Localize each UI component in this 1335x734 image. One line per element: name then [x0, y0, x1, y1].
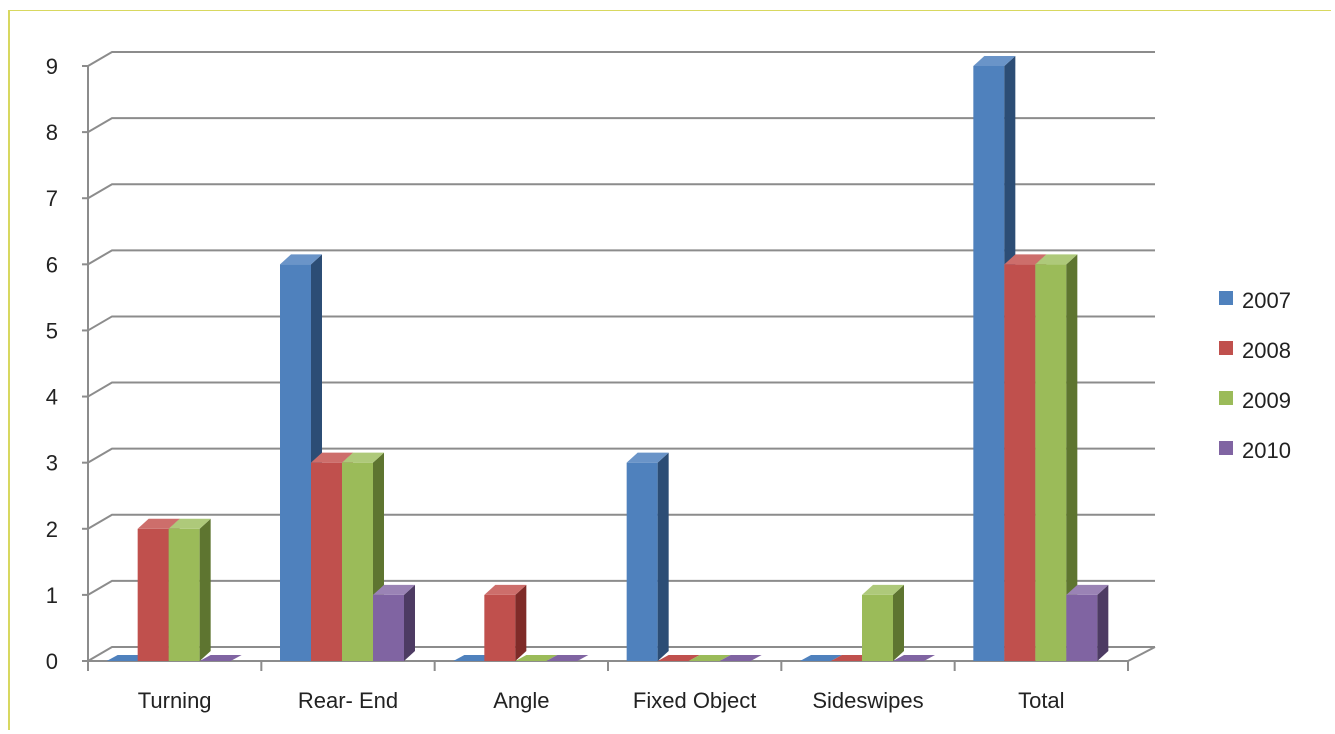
gridline — [87, 579, 1155, 596]
bar — [862, 584, 904, 661]
bar-front — [373, 594, 404, 661]
gridline — [87, 381, 1155, 398]
x-category-label: Angle — [493, 688, 549, 713]
y-tick-label: 2 — [46, 517, 58, 542]
x-axis-ticks: Turning Rear- End Angle Fixed Object Sideswi… — [87, 661, 1129, 713]
y-tick-label: 6 — [46, 252, 58, 277]
bar-side — [199, 518, 211, 661]
x-category-label: Total — [1018, 688, 1064, 713]
y-axis-ticks: 0 1 2 3 4 5 6 7 8 9 — [46, 54, 88, 674]
bar-front — [137, 528, 169, 661]
bar-top — [373, 584, 415, 595]
bar-side — [1066, 254, 1078, 662]
y-tick-label: 5 — [46, 318, 58, 343]
y-tick-label: 4 — [46, 385, 58, 410]
legend-label: 2008 — [1242, 338, 1291, 363]
bar-top — [862, 584, 904, 595]
bar-side — [404, 584, 415, 661]
gridlines — [87, 51, 1155, 662]
gridline — [87, 315, 1155, 332]
gridline — [87, 51, 1155, 67]
bar-top — [168, 518, 211, 529]
bar — [1035, 254, 1078, 662]
legend-label: 2007 — [1242, 288, 1291, 313]
chart-frame — [8, 10, 1331, 730]
y-tick-label: 9 — [46, 54, 58, 79]
x-category-label: Fixed Object — [633, 688, 757, 713]
bar-front — [311, 462, 342, 661]
bar-zero — [893, 655, 935, 661]
x-category-label: Turning — [138, 688, 212, 713]
y-tick-label: 8 — [46, 120, 58, 145]
bar-front — [862, 594, 893, 661]
bar-top — [973, 56, 1016, 66]
legend-swatch — [1219, 441, 1233, 455]
bar-top — [1035, 254, 1078, 265]
bar-side — [893, 584, 904, 661]
bar-zero — [719, 655, 762, 661]
legend: 2007 2008 2009 2010 — [1219, 288, 1291, 463]
legend-label: 2010 — [1242, 438, 1291, 463]
gridline — [87, 646, 1155, 662]
bar-top — [342, 452, 384, 463]
legend-swatch — [1219, 341, 1233, 355]
bar-zero — [688, 655, 731, 661]
y-tick-label: 0 — [46, 649, 58, 674]
bar-front — [280, 264, 311, 661]
legend-label: 2009 — [1242, 388, 1291, 413]
bar — [515, 655, 558, 661]
bar-front — [484, 594, 516, 661]
bar — [626, 452, 669, 661]
x-category-label: Sideswipes — [812, 688, 923, 713]
y-tick-label: 1 — [46, 583, 58, 608]
bar-top — [626, 452, 669, 463]
gridline — [87, 249, 1155, 266]
bar-top — [1066, 584, 1109, 595]
bars — [106, 56, 1109, 662]
bar-front — [342, 462, 373, 661]
bar-front — [168, 528, 200, 661]
bar — [484, 584, 527, 661]
bar-zero — [199, 655, 242, 661]
bar-side — [657, 452, 669, 661]
bar — [719, 655, 762, 661]
gridline — [87, 117, 1155, 133]
bar — [199, 655, 242, 661]
bar — [1066, 584, 1109, 661]
gridline — [87, 447, 1155, 464]
bar-top — [137, 518, 180, 529]
bar-front — [626, 462, 658, 661]
bar-top — [1004, 254, 1047, 265]
bar-side — [515, 584, 527, 661]
gridline — [87, 513, 1155, 530]
bar — [168, 518, 211, 661]
bar — [893, 655, 935, 661]
bar-front — [1066, 594, 1098, 661]
bar-zero — [546, 655, 589, 661]
bar-front — [973, 66, 1005, 661]
legend-swatch — [1219, 291, 1233, 305]
bar-top — [280, 254, 322, 265]
bar — [373, 584, 415, 661]
bar-front — [1004, 264, 1036, 661]
y-tick-label: 3 — [46, 451, 58, 476]
bar-top — [311, 452, 353, 463]
bar-side — [1097, 584, 1109, 661]
bar — [657, 655, 700, 661]
bar — [546, 655, 589, 661]
x-category-label: Rear- End — [298, 688, 398, 713]
bar-zero — [657, 655, 700, 661]
bar-front — [1035, 264, 1067, 661]
legend-swatch — [1219, 391, 1233, 405]
y-tick-label: 7 — [46, 186, 58, 211]
gridline — [87, 183, 1155, 200]
bar-zero — [515, 655, 558, 661]
bar — [688, 655, 731, 661]
bar-zero — [800, 655, 842, 661]
bar-top — [484, 584, 527, 595]
bar — [800, 655, 842, 661]
